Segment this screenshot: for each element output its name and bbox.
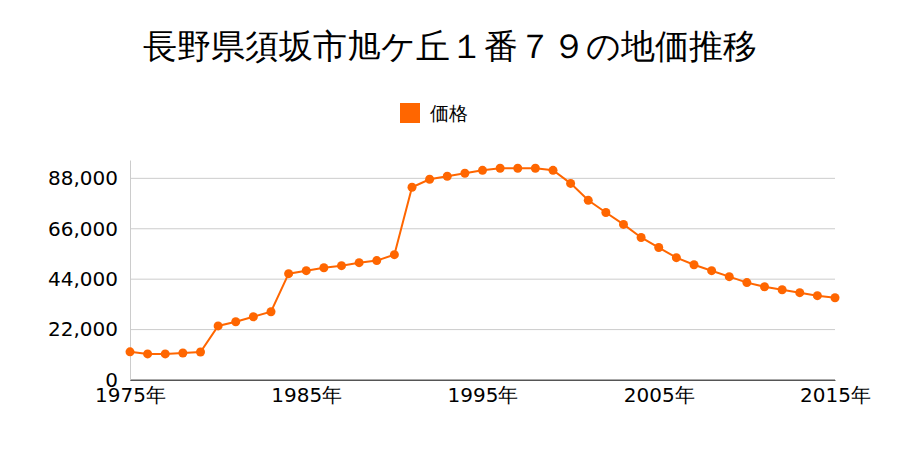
grid-line [130, 380, 835, 381]
marker [231, 317, 240, 326]
marker [513, 164, 522, 173]
marker [390, 250, 399, 259]
marker [690, 260, 699, 269]
y-tick-label: 44,000 [48, 267, 118, 291]
x-tick-label: 1995年 [448, 383, 519, 407]
marker [760, 282, 769, 291]
y-tick: 88,000 [48, 166, 130, 190]
x-axis: 1975年 1985年 1995年 2005年 2015年 [95, 380, 871, 407]
grid [130, 178, 835, 380]
marker [672, 253, 681, 262]
marker [372, 256, 381, 265]
marker [460, 169, 469, 178]
x-tick-label: 1985年 [271, 383, 342, 407]
grid-line [130, 178, 835, 179]
marker [196, 348, 205, 357]
x-tick: 2015年 [800, 380, 871, 407]
marker [126, 347, 135, 356]
marker [619, 220, 628, 229]
marker [496, 164, 505, 173]
marker [249, 312, 258, 321]
x-tick: 1985年 [271, 380, 342, 407]
grid-line [130, 228, 835, 229]
marker [178, 348, 187, 357]
marker [161, 349, 170, 358]
x-axis-line [131, 380, 836, 381]
marker [531, 164, 540, 173]
x-tick-label: 2005年 [624, 383, 695, 407]
marker [408, 183, 417, 192]
marker [584, 196, 593, 205]
title: 長野県須坂市旭ケ丘１番７９の地価推移 [143, 26, 757, 66]
grid-line [130, 329, 835, 330]
legend-label: 価格 [430, 102, 468, 124]
marker [337, 261, 346, 270]
marker [267, 307, 276, 316]
marker [214, 321, 223, 330]
marker [425, 175, 434, 184]
marker [478, 166, 487, 175]
x-tick: 2005年 [624, 380, 695, 407]
x-tick: 1975年 [95, 380, 166, 407]
marker [443, 172, 452, 181]
legend: 価格 [400, 102, 468, 124]
marker [566, 179, 575, 188]
x-tick-label: 1975年 [95, 383, 166, 407]
marker [778, 285, 787, 294]
marker [795, 288, 804, 297]
marker [601, 208, 610, 217]
marker [549, 166, 558, 175]
chart: 長野県須坂市旭ケ丘１番７９の地価推移022,00044,00066,00088,… [0, 0, 900, 450]
marker [725, 272, 734, 281]
line [130, 168, 835, 354]
y-tick: 66,000 [48, 217, 130, 241]
legend-swatch [400, 103, 420, 123]
x-tick-label: 2015年 [800, 383, 871, 407]
x-tick: 1995年 [448, 380, 519, 407]
y-tick: 22,000 [48, 317, 130, 341]
marker [355, 258, 364, 267]
y-tick-label: 22,000 [48, 317, 118, 341]
y-tick-label: 66,000 [48, 217, 118, 241]
y-tick: 44,000 [48, 267, 130, 291]
marker [637, 233, 646, 242]
marker [742, 278, 751, 287]
marker [707, 266, 716, 275]
plot-area [126, 164, 840, 359]
marker [831, 293, 840, 302]
marker [813, 291, 822, 300]
y-tick-label: 88,000 [48, 166, 118, 190]
marker [143, 349, 152, 358]
marker [284, 269, 293, 278]
marker [654, 243, 663, 252]
marker [319, 263, 328, 272]
y-axis: 022,00044,00066,00088,000 [48, 161, 130, 392]
marker [302, 266, 311, 275]
